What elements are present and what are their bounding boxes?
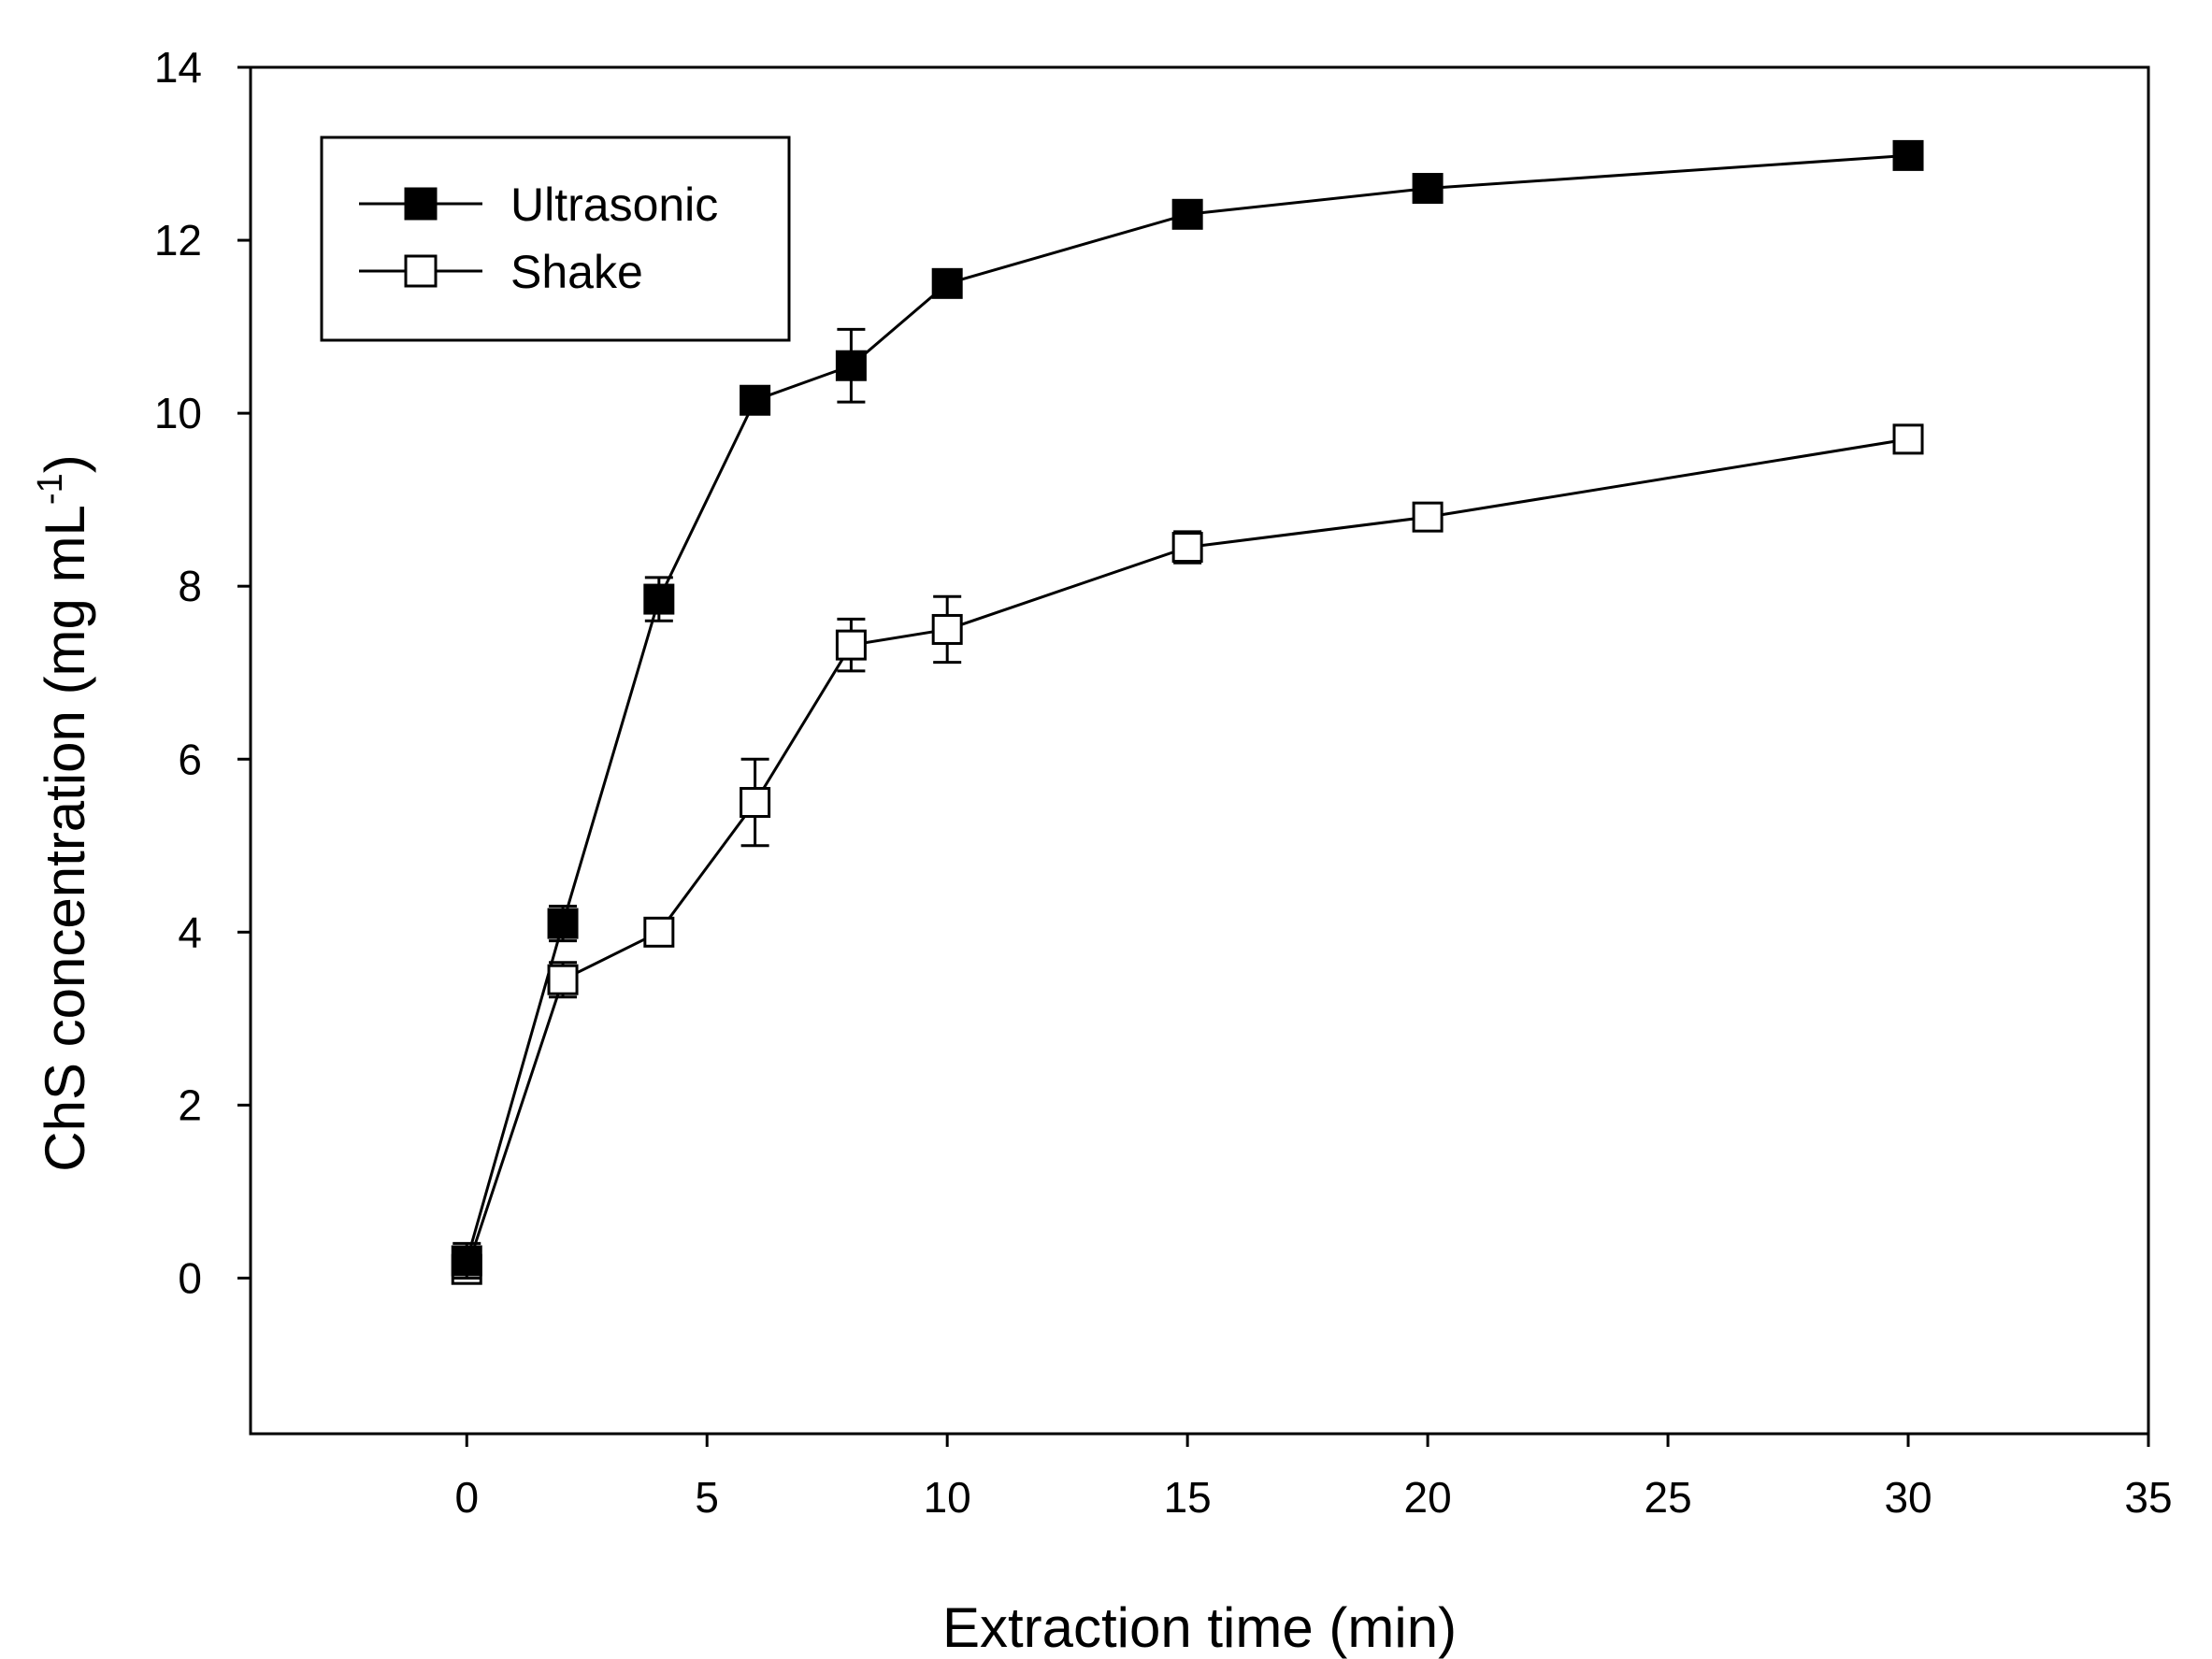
x-tick-label: 20 <box>1404 1473 1452 1522</box>
markers-shake <box>451 423 1924 1285</box>
data-point-ultrasonic <box>1171 198 1203 230</box>
data-point-ultrasonic <box>1412 173 1444 205</box>
y-axis-title-superscript: -1 <box>31 473 70 505</box>
y-tick-label: 12 <box>154 216 202 265</box>
data-point-shake <box>931 613 963 645</box>
data-point-shake <box>1892 423 1924 455</box>
data-point-ultrasonic <box>740 384 771 416</box>
y-tick-label: 2 <box>178 1080 202 1129</box>
plot-frame <box>249 65 2150 1436</box>
legend-marker-shake <box>404 254 438 288</box>
data-point-ultrasonic <box>547 908 579 939</box>
x-tick-label: 0 <box>454 1473 479 1522</box>
legend-label-shake: Shake <box>510 246 643 298</box>
y-axis-title-close: ) <box>34 454 96 473</box>
x-axis: 0 5 10 15 20 25 30 35 <box>454 1434 2173 1522</box>
data-point-shake <box>643 916 675 948</box>
data-point-shake <box>547 964 579 995</box>
x-axis-title: Extraction time (min) <box>942 1596 1457 1659</box>
x-tick-label: 5 <box>695 1473 719 1522</box>
y-axis-title: ChS concentration (mg mL-1) <box>31 454 96 1171</box>
x-tick-label: 35 <box>2124 1473 2172 1522</box>
legend: Ultrasonic Shake <box>320 136 791 342</box>
data-point-shake <box>1412 501 1444 533</box>
y-axis: 0 2 4 6 8 10 12 14 <box>154 43 251 1302</box>
y-tick-label: 14 <box>154 43 202 92</box>
x-tick-label: 30 <box>1884 1473 1932 1522</box>
plot-area <box>451 139 1924 1285</box>
data-point-shake <box>1171 532 1203 564</box>
legend-box <box>320 136 791 342</box>
y-tick-label: 4 <box>178 908 202 956</box>
y-axis-title-main: ChS concentration (mg mL <box>34 505 96 1172</box>
data-point-ultrasonic <box>1892 139 1924 171</box>
markers-ultrasonic <box>451 139 1924 1280</box>
data-point-ultrasonic <box>643 583 675 615</box>
x-tick-label: 10 <box>924 1473 971 1522</box>
y-tick-label: 10 <box>154 389 202 437</box>
y-tick-label: 6 <box>178 735 202 783</box>
y-tick-label: 0 <box>178 1253 202 1302</box>
legend-label-ultrasonic: Ultrasonic <box>510 179 718 231</box>
data-point-ultrasonic <box>931 267 963 299</box>
data-point-ultrasonic <box>451 1245 482 1277</box>
legend-marker-ultrasonic <box>404 187 438 221</box>
data-point-shake <box>835 629 867 661</box>
data-point-shake <box>740 787 771 819</box>
x-tick-label: 25 <box>1644 1473 1691 1522</box>
data-point-ultrasonic <box>835 350 867 381</box>
y-tick-label: 8 <box>178 562 202 610</box>
x-tick-label: 15 <box>1164 1473 1212 1522</box>
